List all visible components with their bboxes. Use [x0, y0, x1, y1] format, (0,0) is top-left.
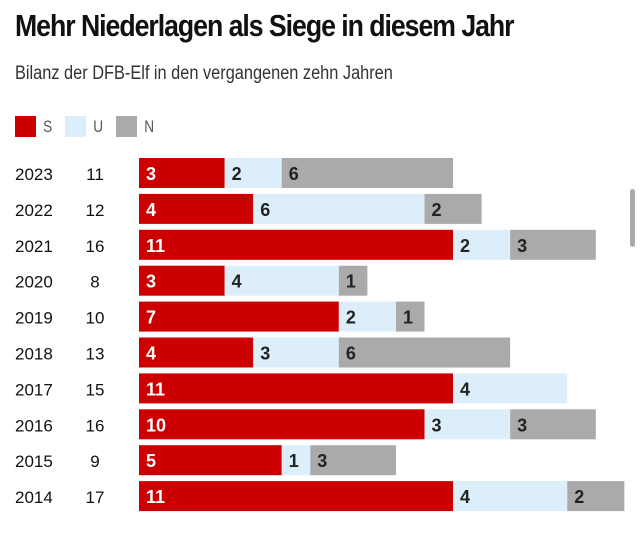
bar-value-label: 3: [517, 236, 527, 256]
bar-S: [139, 193, 254, 224]
bar-value-label: 11: [146, 379, 165, 399]
year-label: 2023: [15, 165, 53, 184]
total-label: 12: [86, 201, 105, 220]
bar-value-label: 1: [346, 272, 356, 292]
total-label: 10: [86, 309, 105, 328]
bar-value-label: 6: [289, 164, 299, 184]
total-label: 17: [86, 488, 105, 507]
bar-value-label: 2: [232, 164, 242, 184]
bar-N: [281, 158, 454, 188]
bar-S: [139, 265, 225, 296]
bar-value-label: 4: [146, 344, 156, 364]
bar-U: [453, 481, 568, 512]
legend-swatch: [116, 116, 137, 137]
total-label: 16: [86, 416, 105, 435]
bar-S: [139, 229, 454, 260]
bar-value-label: 11: [146, 487, 165, 507]
bar-value-label: 3: [517, 415, 527, 435]
bar-N: [338, 265, 368, 296]
bar-value-label: 4: [460, 487, 470, 507]
year-label: 2020: [15, 273, 53, 292]
bar-value-label: 3: [260, 344, 270, 364]
bar-S: [139, 337, 254, 368]
bar-U: [453, 373, 568, 404]
bar-U: [281, 445, 311, 476]
total-label: 15: [86, 380, 105, 399]
bar-value-label: 6: [346, 344, 356, 364]
chart-subtitle: Bilanz der DFB-Elf in den vergangenen ze…: [15, 63, 393, 84]
bar-value-label: 2: [460, 236, 470, 256]
bar-S: [139, 158, 225, 188]
bar-value-label: 1: [403, 308, 413, 328]
year-label: 2022: [15, 201, 53, 220]
scrollbar[interactable]: [630, 189, 635, 247]
bar-value-label: 10: [146, 415, 166, 435]
legend-item-U: U: [65, 116, 104, 137]
bar-U: [453, 229, 511, 260]
bar-value-label: 2: [432, 200, 442, 220]
legend-label: U: [93, 116, 104, 136]
total-label: 13: [86, 345, 105, 364]
total-label: 9: [90, 452, 99, 471]
bar-value-label: 7: [146, 308, 156, 328]
year-label: 2016: [15, 416, 53, 435]
bar-value-label: 2: [346, 308, 356, 328]
bar-S: [139, 481, 454, 512]
bar-U: [224, 265, 339, 296]
bar-value-label: 5: [146, 451, 156, 471]
chart-title: Mehr Niederlagen als Siege in diesem Jah…: [15, 8, 515, 43]
bar-U: [424, 409, 511, 440]
bar-N: [310, 445, 396, 476]
bar-value-label: 3: [432, 415, 442, 435]
bar-value-label: 11: [146, 236, 165, 256]
bar-S: [139, 373, 454, 404]
legend-swatch: [15, 116, 36, 137]
bar-N: [395, 301, 425, 332]
bar-N: [567, 481, 625, 512]
bar-value-label: 4: [232, 272, 242, 292]
bar-value-label: 2: [574, 487, 584, 507]
bar-S: [139, 301, 339, 332]
bar-value-label: 3: [146, 272, 156, 292]
bar-S: [139, 445, 282, 476]
legend-label: N: [144, 116, 155, 136]
bar-value-label: 6: [260, 200, 270, 220]
bar-N: [510, 229, 596, 260]
bar-U: [253, 193, 425, 224]
year-label: 2015: [15, 452, 53, 471]
bar-U: [253, 337, 339, 368]
legend-item-N: N: [116, 116, 155, 137]
legend-swatch: [65, 116, 86, 137]
year-label: 2021: [15, 237, 53, 256]
year-label: 2019: [15, 309, 53, 328]
year-label: 2017: [15, 380, 53, 399]
bar-S: [139, 409, 425, 440]
bar-U: [338, 301, 396, 332]
total-label: 16: [86, 237, 105, 256]
bar-value-label: 4: [460, 379, 470, 399]
bar-N: [424, 193, 482, 224]
legend-label: S: [43, 116, 53, 136]
bar-value-label: 3: [317, 451, 327, 471]
year-label: 2014: [15, 488, 53, 507]
bar-N: [338, 337, 511, 368]
year-label: 2018: [15, 345, 53, 364]
bar-value-label: 4: [146, 200, 156, 220]
bar-value-label: 1: [289, 451, 299, 471]
bar-value-label: 3: [146, 164, 156, 184]
legend-item-S: S: [15, 116, 53, 137]
total-label: 11: [86, 165, 104, 184]
bar-N: [510, 409, 596, 440]
bar-U: [224, 158, 282, 188]
total-label: 8: [90, 273, 99, 292]
